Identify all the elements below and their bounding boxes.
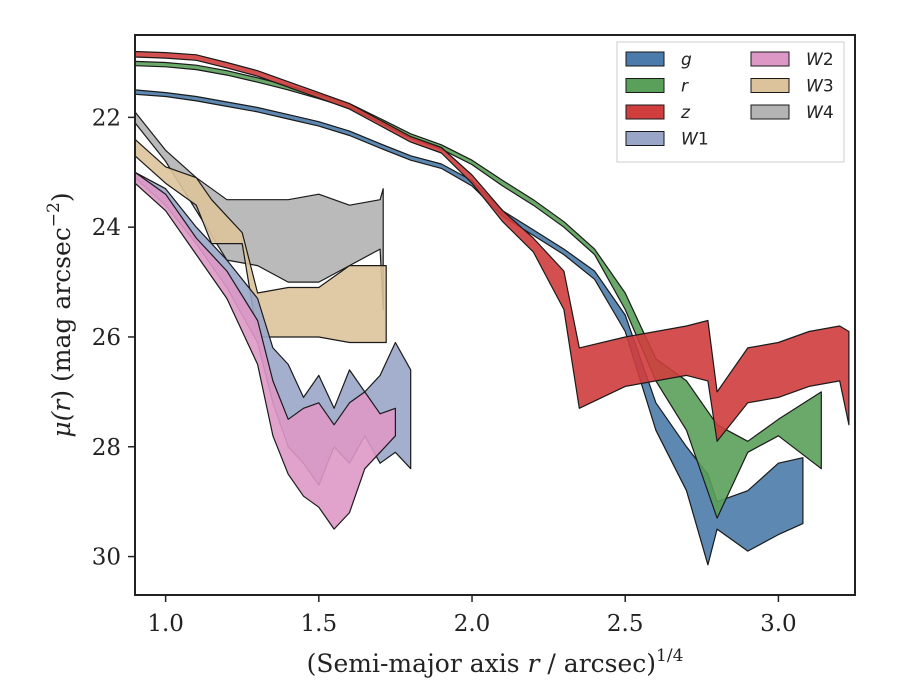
band-w2 [134, 171, 396, 530]
legend-label-w3: W3 [806, 77, 834, 97]
band-g [134, 89, 804, 566]
legend-label-r: r [681, 77, 689, 97]
y-tick-label: 26 [92, 325, 121, 351]
legend-swatch-w2 [750, 51, 790, 67]
y-tick-label: 24 [92, 215, 121, 241]
legend-swatch-z [625, 104, 665, 120]
y-tick-label: 22 [92, 105, 121, 131]
profile-bands [134, 50, 850, 566]
band-w3 [134, 138, 387, 344]
legend: grz W1 W2 W3 W4 [616, 41, 845, 163]
x-tick-label: 1.5 [301, 611, 338, 637]
band-z [134, 50, 850, 442]
legend-swatch-w4 [750, 104, 790, 120]
x-tick-label: 1.0 [147, 611, 184, 637]
legend-swatch-r [625, 78, 665, 93]
legend-label-w2: W2 [806, 50, 834, 70]
x-tick-label: 2.5 [607, 611, 644, 637]
x-tick-label: 2.0 [454, 611, 491, 637]
legend-swatch-w3 [750, 78, 790, 93]
y-axis-ticks: 22 24 26 28 30 [92, 105, 135, 571]
legend-label-w1: W1 [681, 130, 709, 150]
y-tick-label: 28 [92, 435, 121, 461]
legend-swatch-w1 [625, 131, 665, 146]
legend-label-g: g [681, 50, 692, 70]
x-axis-label: (Semi-major axis r / arcsec)1/4 [307, 646, 684, 678]
legend-swatch-g [625, 51, 665, 67]
y-tick-label: 30 [92, 545, 121, 571]
legend-label-w4: W4 [806, 103, 834, 123]
x-axis-ticks: 1.0 1.5 2.0 2.5 3.0 [147, 595, 797, 637]
y-axis-label: μ(r) (mag arcsec−2) [44, 192, 76, 437]
plot-frame [134, 34, 856, 596]
legend-label-z: z [680, 103, 691, 123]
x-tick-label: 3.0 [760, 611, 797, 637]
